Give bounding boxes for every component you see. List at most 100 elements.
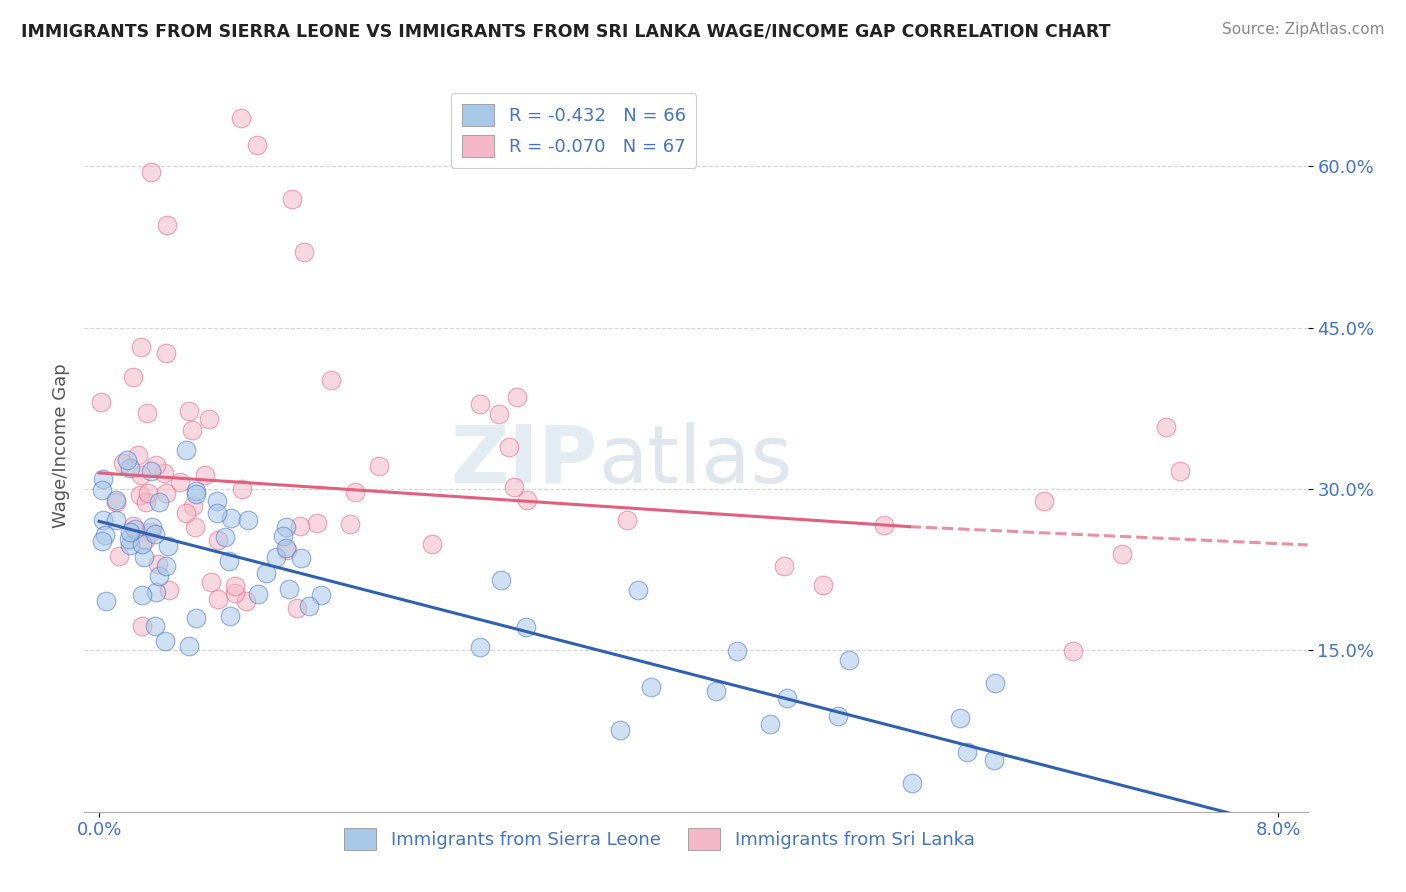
Point [983,753,1005,767]
Point [176,442,198,457]
Point [276,541,298,555]
Point [290,519,312,533]
Point [285,600,308,615]
Point [200,575,222,590]
Point [488,407,510,421]
Point [949,711,972,725]
Point [321,373,343,387]
Point [984,676,1007,690]
Point [118,533,141,547]
Point [491,574,513,588]
Point [194,467,217,482]
Point [218,608,240,623]
Point [224,579,246,593]
Point [368,459,391,474]
Point [254,566,277,581]
Point [135,495,157,509]
Point [420,537,443,551]
Point [235,594,257,608]
Point [132,549,155,564]
Point [470,396,492,410]
Point [956,745,979,759]
Point [155,486,177,500]
Point [1154,419,1177,434]
Point [94,528,117,542]
Point [1111,547,1133,561]
Point [145,458,167,472]
Point [131,537,153,551]
Point [104,493,127,508]
Point [180,423,202,437]
Point [145,584,167,599]
Point [117,453,139,467]
Point [776,691,799,706]
Y-axis label: Wage/Income Gap: Wage/Income Gap [52,364,70,528]
Point [759,717,782,731]
Point [91,533,114,548]
Point [184,611,207,625]
Point [141,520,163,534]
Point [811,578,834,592]
Point [145,619,167,633]
Point [129,340,152,354]
Point [120,538,142,552]
Point [292,245,315,260]
Point [148,557,170,571]
Point [91,472,114,486]
Point [157,582,180,597]
Point [127,448,149,462]
Point [118,460,141,475]
Point [155,559,177,574]
Point [174,506,197,520]
Point [1168,464,1191,478]
Text: Source: ZipAtlas.com: Source: ZipAtlas.com [1222,22,1385,37]
Point [207,592,229,607]
Point [131,619,153,633]
Legend: Immigrants from Sierra Leone, Immigrants from Sri Lanka: Immigrants from Sierra Leone, Immigrants… [336,821,981,857]
Point [1033,494,1056,508]
Point [153,633,176,648]
Point [184,484,207,499]
Point [214,531,236,545]
Point [616,513,638,527]
Point [207,533,229,548]
Point [169,475,191,490]
Point [290,550,312,565]
Point [837,653,859,667]
Point [704,684,727,698]
Point [640,681,662,695]
Point [183,499,205,513]
Point [271,529,294,543]
Point [725,643,748,657]
Point [515,620,537,634]
Point [231,483,253,497]
Point [139,465,162,479]
Point [218,554,240,568]
Point [148,495,170,509]
Point [128,487,150,501]
Point [627,582,650,597]
Point [121,519,143,533]
Point [238,513,260,527]
Text: IMMIGRANTS FROM SIERRA LEONE VS IMMIGRANTS FROM SRI LANKA WAGE/INCOME GAP CORREL: IMMIGRANTS FROM SIERRA LEONE VS IMMIGRAN… [21,22,1111,40]
Point [186,487,208,501]
Point [873,518,896,533]
Point [138,486,160,500]
Point [177,640,200,654]
Point [246,137,269,152]
Point [124,522,146,536]
Point [772,559,794,574]
Point [498,440,520,454]
Point [184,519,207,533]
Point [1062,644,1084,658]
Point [91,483,114,498]
Point [901,775,924,789]
Point [94,593,117,607]
Point [148,569,170,583]
Point [152,466,174,480]
Point [104,513,127,527]
Point [343,485,366,500]
Point [139,524,162,539]
Point [221,511,243,525]
Point [131,588,153,602]
